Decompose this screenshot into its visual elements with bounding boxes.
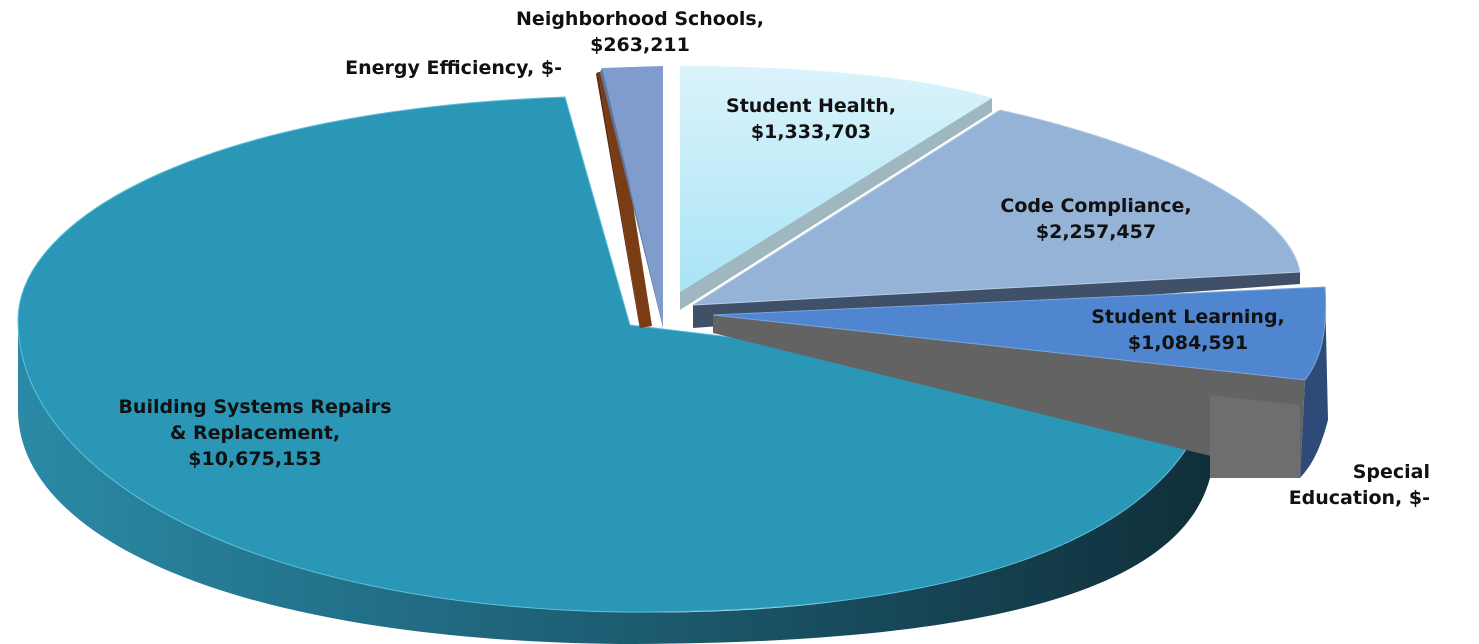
slice-neighborhood-schools	[600, 66, 663, 328]
slice-student-health-top	[680, 66, 992, 292]
data-label-neighborhood-schools: Neighborhood Schools, $263,211	[516, 8, 764, 56]
data-label-student-learning: Student Learning, $1,084,591	[1091, 306, 1285, 354]
data-label-line: Code Compliance,	[1000, 195, 1191, 217]
data-label-line: $10,675,153	[188, 448, 321, 470]
data-label-line: $2,257,457	[1036, 221, 1156, 243]
data-label-line: $1,333,703	[751, 121, 871, 143]
data-label-line: Building Systems Repairs	[118, 396, 391, 418]
data-label-student-health: Student Health, $1,333,703	[726, 95, 896, 143]
data-label-line: & Replacement,	[170, 422, 340, 444]
slice-student-health	[680, 66, 992, 310]
slice-energy-efficiency-side	[596, 72, 640, 330]
slice-student-learning-right-side	[1300, 287, 1328, 478]
data-label-special-education: Special Education, $-	[1289, 461, 1430, 509]
slice-neighborhood-schools-top	[602, 66, 663, 326]
slice-code-compliance-top	[691, 109, 1301, 306]
slice-special-education-face	[1210, 395, 1300, 478]
slice-special-education	[1210, 395, 1300, 478]
data-label-line: Energy Efficiency, $-	[345, 57, 562, 79]
data-label-code-compliance: Code Compliance, $2,257,457	[1000, 195, 1191, 243]
data-labels: Building Systems Repairs & Replacement, $1…	[118, 8, 1430, 509]
data-label-line: Student Health,	[726, 95, 896, 117]
slice-student-health-side	[680, 98, 992, 310]
data-label-line: Education, $-	[1289, 487, 1430, 509]
slice-student-learning	[712, 286, 1328, 478]
data-label-line: Student Learning,	[1091, 306, 1285, 328]
slice-building-systems	[17, 96, 1211, 644]
data-label-building-systems-repairs-replacement: Building Systems Repairs & Replacement, $1…	[118, 396, 391, 470]
slice-building-systems-top	[17, 96, 1211, 613]
slice-neighborhood-schools-side	[600, 68, 663, 328]
data-label-energy-efficiency: Energy Efficiency, $-	[345, 57, 562, 79]
slice-student-learning-wall	[713, 315, 1305, 478]
data-label-line: $1,084,591	[1128, 332, 1248, 354]
slice-student-learning-top	[712, 286, 1327, 381]
slice-energy-efficiency	[596, 71, 652, 330]
data-label-line: Special	[1353, 461, 1430, 483]
data-label-line: Neighborhood Schools,	[516, 8, 764, 30]
data-label-line: $263,211	[590, 34, 690, 56]
slice-energy-efficiency-face	[598, 71, 652, 328]
